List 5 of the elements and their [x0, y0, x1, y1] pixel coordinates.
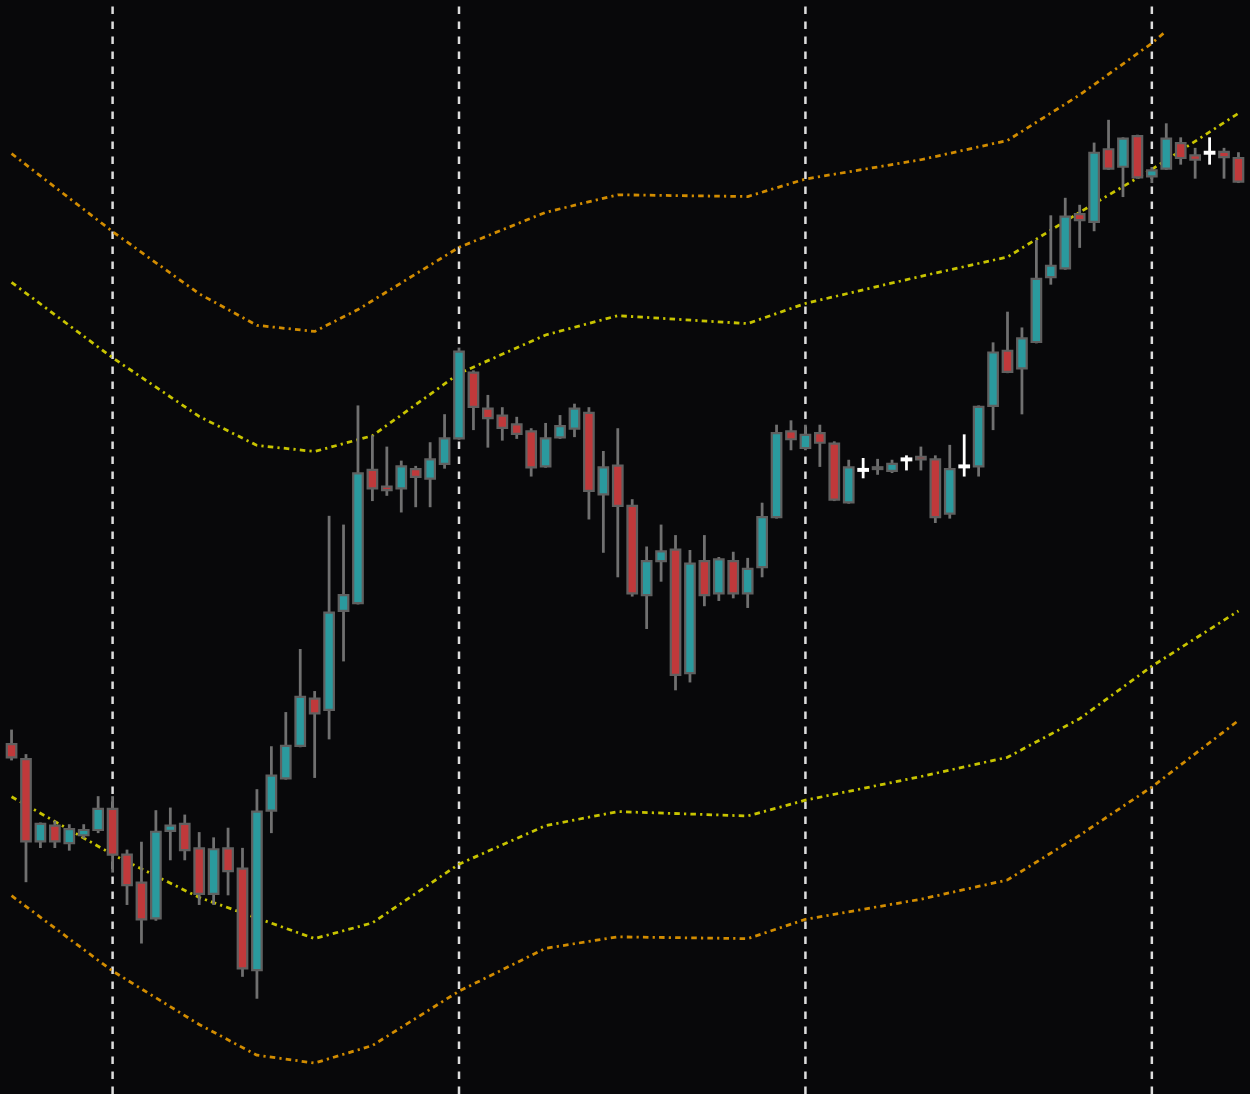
candlestick	[958, 434, 971, 477]
candlestick	[1203, 137, 1216, 165]
candlestick	[900, 455, 913, 471]
candlestick	[857, 458, 870, 479]
candlestick	[5, 729, 18, 761]
